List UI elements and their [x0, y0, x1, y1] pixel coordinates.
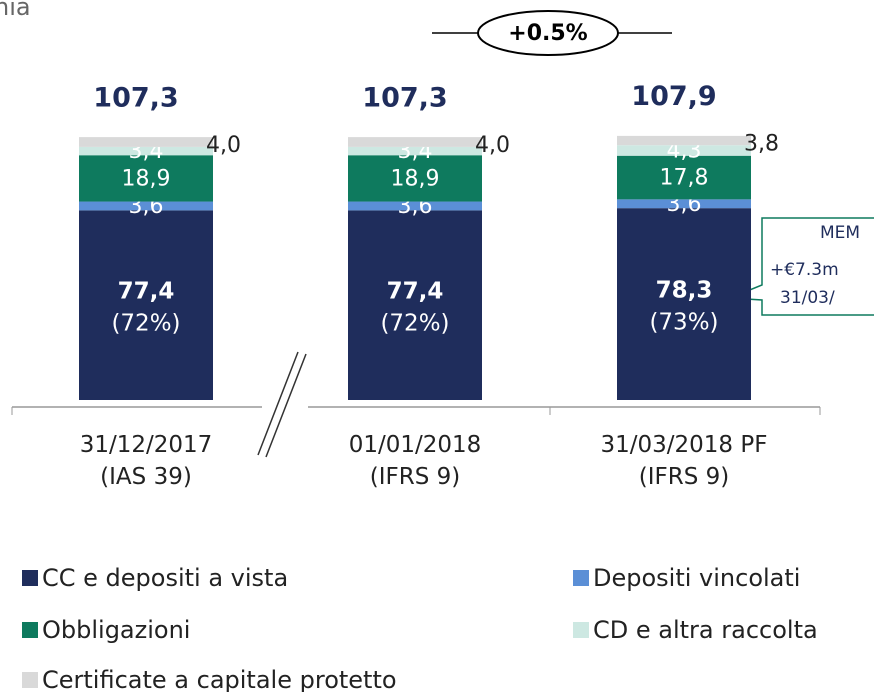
segment-label: 17,8 — [660, 166, 709, 191]
legend-label: Certificate a capitale protetto — [42, 666, 397, 692]
axis-break — [257, 351, 299, 456]
legend-swatch — [22, 672, 38, 688]
bar-segment — [79, 155, 213, 202]
bar-segment — [79, 137, 213, 147]
bar-segment — [617, 155, 751, 200]
bar-segment — [348, 201, 482, 211]
bar-segment — [617, 145, 751, 156]
x-tick-label: 31/12/2017 (IAS 39) — [80, 432, 213, 490]
total-label: 107,9 — [631, 81, 716, 112]
change-bubble — [477, 10, 619, 56]
callout-line: MEM — [820, 223, 860, 243]
segment-label: 18,9 — [391, 166, 440, 191]
bar-segment — [79, 210, 213, 400]
legend-label: CD e altra raccolta — [593, 616, 818, 644]
legend-swatch — [22, 622, 38, 638]
segment-label: 77,4 — [387, 279, 444, 305]
segment-label: 18,9 — [122, 166, 171, 191]
bar-segment — [79, 146, 213, 156]
callout-box — [729, 217, 874, 316]
segment-label: 78,3 — [656, 278, 713, 304]
header-fragment: nia — [0, 0, 31, 21]
segment-label: 4,0 — [475, 133, 510, 158]
total-label: 107,3 — [93, 83, 178, 114]
legend-swatch — [573, 570, 589, 586]
total-label: 107,3 — [362, 83, 447, 114]
legend-label: CC e depositi a vista — [42, 564, 288, 592]
segment-label: 3,8 — [744, 132, 779, 157]
legend-swatch — [22, 570, 38, 586]
bar-segment — [348, 137, 482, 147]
bar-segment — [348, 210, 482, 400]
x-tick-label: 01/01/2018 (IFRS 9) — [349, 432, 482, 490]
share-label: (72%) — [380, 311, 449, 337]
legend-label: Obbligazioni — [42, 616, 190, 644]
share-label: (72%) — [111, 311, 180, 337]
segment-label: 4,0 — [206, 133, 241, 158]
bar-segment — [617, 135, 751, 146]
bar-segment — [348, 155, 482, 202]
x-tick-label: 31/03/2018 PF (IFRS 9) — [601, 432, 768, 490]
legend-label: Depositi vincolati — [593, 564, 800, 592]
share-label: (73%) — [649, 310, 718, 336]
legend-swatch — [573, 622, 589, 638]
change-annotation: +0.5% — [508, 21, 587, 46]
bar-segment — [348, 146, 482, 156]
callout-line: 31/03/ — [780, 288, 835, 308]
callout-line: +€7.3m — [770, 260, 839, 280]
axis-break — [265, 353, 307, 458]
segment-label: 77,4 — [118, 279, 175, 305]
bar-segment — [617, 199, 751, 209]
bar-segment — [617, 208, 751, 400]
bar-segment — [79, 201, 213, 211]
